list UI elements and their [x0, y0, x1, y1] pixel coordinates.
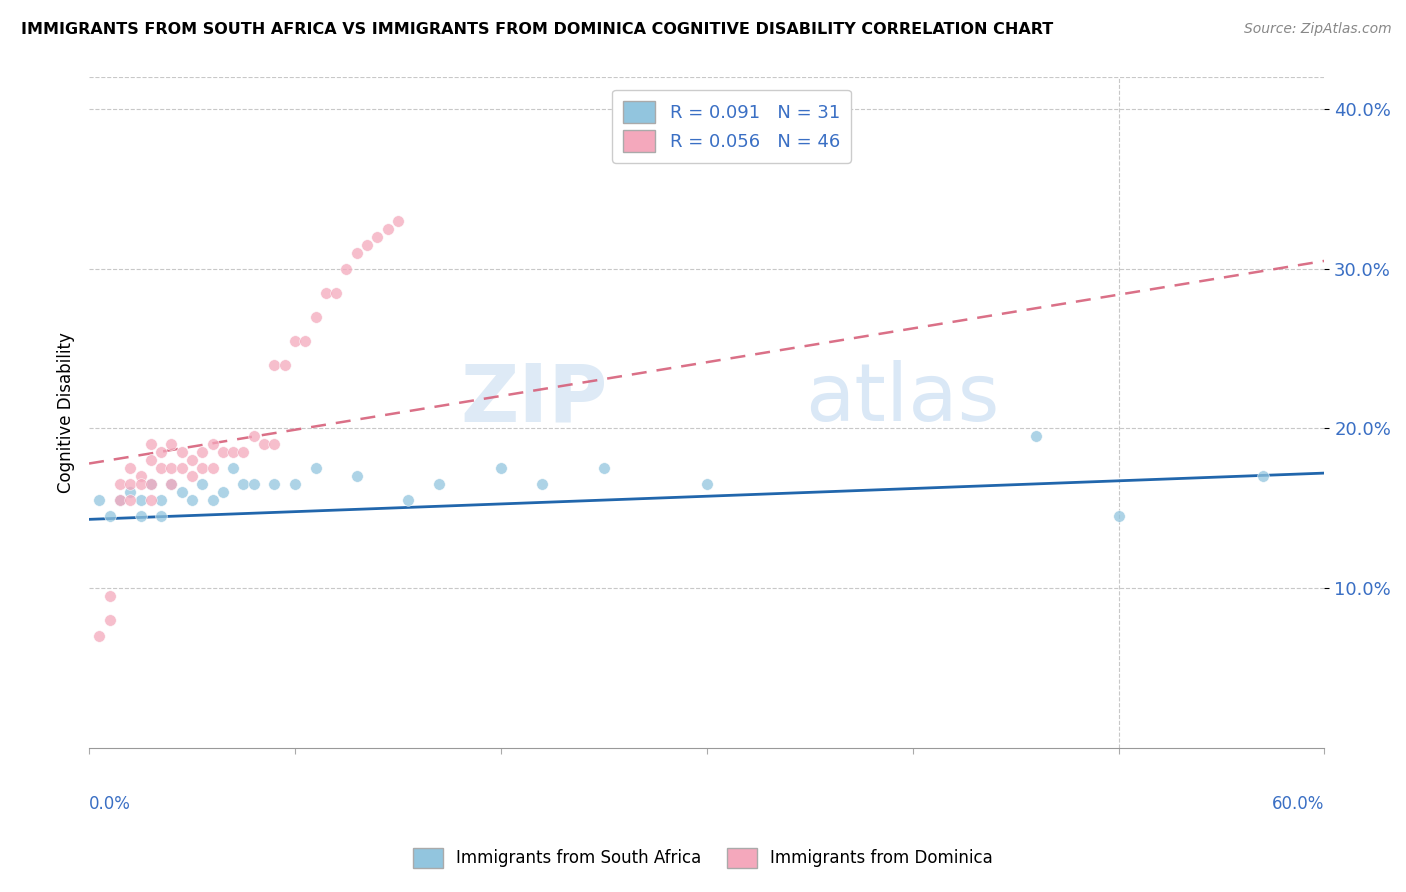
Point	[315, 285, 337, 300]
Point	[242, 477, 264, 491]
Y-axis label: Cognitive Disability: Cognitive Disability	[58, 332, 75, 493]
Point	[108, 493, 131, 508]
Point	[263, 358, 285, 372]
Point	[263, 477, 285, 491]
Point	[129, 469, 152, 483]
Point	[1025, 429, 1047, 443]
Point	[181, 469, 204, 483]
Point	[160, 477, 183, 491]
Point	[325, 285, 347, 300]
Point	[377, 222, 399, 236]
Point	[253, 437, 276, 451]
Point	[232, 445, 254, 459]
Point	[160, 477, 183, 491]
Point	[212, 445, 235, 459]
Point	[396, 493, 419, 508]
Point	[150, 445, 173, 459]
Point	[696, 477, 718, 491]
Point	[89, 629, 111, 643]
Point	[201, 437, 224, 451]
Point	[108, 477, 131, 491]
Point	[263, 437, 285, 451]
Point	[89, 493, 111, 508]
Point	[366, 230, 388, 244]
Point	[170, 485, 193, 500]
Point	[139, 477, 162, 491]
Legend: Immigrants from South Africa, Immigrants from Dominica: Immigrants from South Africa, Immigrants…	[406, 841, 1000, 875]
Point	[346, 246, 368, 260]
Point	[489, 461, 512, 475]
Point	[212, 485, 235, 500]
Point	[129, 493, 152, 508]
Point	[1251, 469, 1274, 483]
Point	[335, 261, 357, 276]
Point	[191, 477, 214, 491]
Point	[120, 461, 142, 475]
Point	[201, 461, 224, 475]
Point	[139, 453, 162, 467]
Point	[98, 589, 121, 603]
Point	[304, 461, 326, 475]
Text: 60.0%: 60.0%	[1272, 796, 1324, 814]
Point	[304, 310, 326, 324]
Point	[108, 493, 131, 508]
Point	[592, 461, 614, 475]
Point	[129, 509, 152, 524]
Point	[98, 613, 121, 627]
Text: 0.0%: 0.0%	[89, 796, 131, 814]
Point	[232, 477, 254, 491]
Point	[387, 214, 409, 228]
Point	[160, 461, 183, 475]
Point	[531, 477, 554, 491]
Point	[160, 437, 183, 451]
Point	[170, 461, 193, 475]
Point	[284, 477, 307, 491]
Text: IMMIGRANTS FROM SOUTH AFRICA VS IMMIGRANTS FROM DOMINICA COGNITIVE DISABILITY CO: IMMIGRANTS FROM SOUTH AFRICA VS IMMIGRAN…	[21, 22, 1053, 37]
Point	[294, 334, 316, 348]
Point	[150, 493, 173, 508]
Point	[1108, 509, 1130, 524]
Point	[150, 461, 173, 475]
Point	[201, 493, 224, 508]
Text: Source: ZipAtlas.com: Source: ZipAtlas.com	[1244, 22, 1392, 37]
Point	[346, 469, 368, 483]
Point	[139, 437, 162, 451]
Point	[273, 358, 295, 372]
Point	[120, 485, 142, 500]
Point	[181, 493, 204, 508]
Point	[170, 445, 193, 459]
Point	[150, 509, 173, 524]
Point	[139, 493, 162, 508]
Point	[98, 509, 121, 524]
Text: atlas: atlas	[806, 360, 1000, 438]
Point	[120, 477, 142, 491]
Point	[139, 477, 162, 491]
Point	[191, 445, 214, 459]
Point	[120, 493, 142, 508]
Point	[356, 238, 378, 252]
Legend: R = 0.091   N = 31, R = 0.056   N = 46: R = 0.091 N = 31, R = 0.056 N = 46	[612, 90, 851, 162]
Point	[181, 453, 204, 467]
Point	[191, 461, 214, 475]
Point	[242, 429, 264, 443]
Text: ZIP: ZIP	[461, 360, 607, 438]
Point	[222, 461, 245, 475]
Point	[427, 477, 450, 491]
Point	[129, 477, 152, 491]
Point	[284, 334, 307, 348]
Point	[222, 445, 245, 459]
